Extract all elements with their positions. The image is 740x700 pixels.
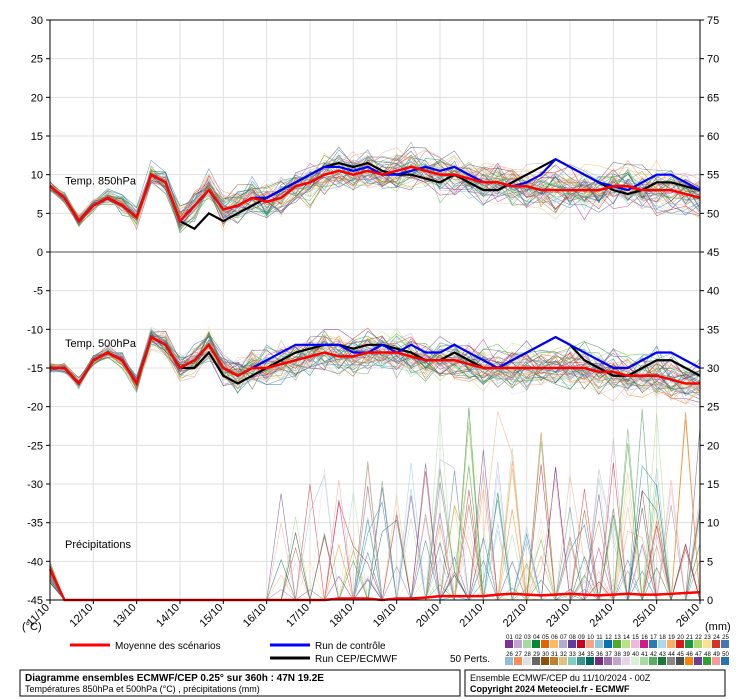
footer-title: Diagramme ensembles ECMWF/CEP 0.25° sur … bbox=[25, 673, 324, 684]
pert-swatch bbox=[649, 657, 657, 665]
right-tick-label: 5 bbox=[707, 556, 713, 568]
pert-swatch bbox=[514, 640, 522, 648]
pert-swatch bbox=[550, 657, 558, 665]
pert-swatch bbox=[613, 640, 621, 648]
pert-swatch bbox=[721, 640, 729, 648]
pert-swatch bbox=[604, 657, 612, 665]
pert-swatch bbox=[667, 657, 675, 665]
right-tick-label: 0 bbox=[707, 595, 713, 607]
left-tick-label: 20 bbox=[31, 92, 43, 104]
right-unit: (mm) bbox=[705, 621, 731, 633]
left-tick-label: -25 bbox=[27, 440, 43, 452]
pert-swatch bbox=[685, 640, 693, 648]
legend-perts: 50 Perts. bbox=[450, 654, 490, 665]
footer-ensemble: Ensemble ECMWF/CEP du 11/10/2024 - 00Z bbox=[470, 673, 651, 683]
pert-swatch bbox=[667, 640, 675, 648]
pert-swatch bbox=[532, 657, 540, 665]
pert-swatch bbox=[676, 640, 684, 648]
left-tick-label: 10 bbox=[31, 170, 43, 182]
right-tick-label: 60 bbox=[707, 131, 719, 143]
pert-swatch bbox=[694, 640, 702, 648]
pert-swatch bbox=[622, 657, 630, 665]
pert-swatch bbox=[712, 640, 720, 648]
right-tick-label: 15 bbox=[707, 479, 719, 491]
ensemble-chart: -45-40-35-30-25-20-15-10-505101520253005… bbox=[0, 0, 740, 700]
pert-swatch bbox=[631, 640, 639, 648]
pert-swatch bbox=[532, 640, 540, 648]
pert-swatch bbox=[649, 640, 657, 648]
pert-swatch bbox=[622, 640, 630, 648]
left-tick-label: -15 bbox=[27, 363, 43, 375]
pert-swatch bbox=[721, 657, 729, 665]
pert-swatch bbox=[640, 640, 648, 648]
footer-subtitle: Températures 850hPa et 500hPa (°C) , pré… bbox=[25, 684, 260, 694]
temp850-label: Temp. 850hPa bbox=[65, 175, 137, 187]
pert-swatch bbox=[586, 657, 594, 665]
pert-swatch bbox=[577, 657, 585, 665]
left-tick-label: -35 bbox=[27, 518, 43, 530]
pert-swatch bbox=[568, 640, 576, 648]
legend-cep: Run CEP/ECMWF bbox=[315, 654, 397, 665]
pert-swatch bbox=[559, 657, 567, 665]
left-tick-label: -10 bbox=[27, 324, 43, 336]
pert-swatch bbox=[676, 657, 684, 665]
pert-swatch bbox=[703, 640, 711, 648]
right-tick-label: 10 bbox=[707, 518, 719, 530]
pert-swatch bbox=[613, 657, 621, 665]
left-tick-label: -5 bbox=[33, 286, 43, 298]
right-tick-label: 70 bbox=[707, 54, 719, 66]
right-tick-label: 25 bbox=[707, 402, 719, 414]
pert-swatch bbox=[568, 657, 576, 665]
pert-swatch bbox=[658, 640, 666, 648]
left-unit: (°C) bbox=[22, 621, 42, 633]
pert-swatch bbox=[595, 657, 603, 665]
pert-swatch bbox=[523, 657, 531, 665]
pert-swatch bbox=[559, 640, 567, 648]
left-tick-label: 0 bbox=[37, 247, 43, 259]
left-tick-label: -40 bbox=[27, 556, 43, 568]
pert-swatch bbox=[550, 640, 558, 648]
left-tick-label: 15 bbox=[31, 131, 43, 143]
legend-control: Run de contrôle bbox=[315, 641, 386, 652]
pert-swatch bbox=[685, 657, 693, 665]
precip-label: Précipitations bbox=[65, 539, 132, 551]
footer-copyright: Copyright 2024 Meteociel.fr - ECMWF bbox=[470, 684, 630, 694]
pert-swatch bbox=[631, 657, 639, 665]
right-tick-label: 45 bbox=[707, 247, 719, 259]
pert-swatch bbox=[541, 657, 549, 665]
pert-swatch bbox=[658, 657, 666, 665]
left-tick-label: -20 bbox=[27, 402, 43, 414]
right-tick-label: 40 bbox=[707, 286, 719, 298]
pert-swatch bbox=[577, 640, 585, 648]
pert-swatch bbox=[505, 657, 513, 665]
pert-swatch bbox=[712, 657, 720, 665]
pert-swatch bbox=[694, 657, 702, 665]
right-tick-label: 30 bbox=[707, 363, 719, 375]
left-tick-label: 30 bbox=[31, 15, 43, 27]
pert-swatch bbox=[523, 640, 531, 648]
right-tick-label: 55 bbox=[707, 170, 719, 182]
temp500-label: Temp. 500hPa bbox=[65, 338, 137, 350]
legend-mean: Moyenne des scénarios bbox=[115, 641, 221, 652]
right-tick-label: 65 bbox=[707, 92, 719, 104]
right-tick-label: 35 bbox=[707, 324, 719, 336]
left-tick-label: -30 bbox=[27, 479, 43, 491]
left-tick-label: 25 bbox=[31, 54, 43, 66]
pert-swatch bbox=[604, 640, 612, 648]
right-tick-label: 75 bbox=[707, 15, 719, 27]
pert-swatch bbox=[505, 640, 513, 648]
pert-swatch bbox=[514, 657, 522, 665]
pert-swatch bbox=[586, 640, 594, 648]
right-tick-label: 50 bbox=[707, 208, 719, 220]
left-tick-label: 5 bbox=[37, 208, 43, 220]
right-tick-label: 20 bbox=[707, 440, 719, 452]
pert-swatch bbox=[595, 640, 603, 648]
pert-swatch bbox=[640, 657, 648, 665]
pert-swatch bbox=[703, 657, 711, 665]
pert-swatch bbox=[541, 640, 549, 648]
chart-container: -45-40-35-30-25-20-15-10-505101520253005… bbox=[0, 0, 740, 700]
